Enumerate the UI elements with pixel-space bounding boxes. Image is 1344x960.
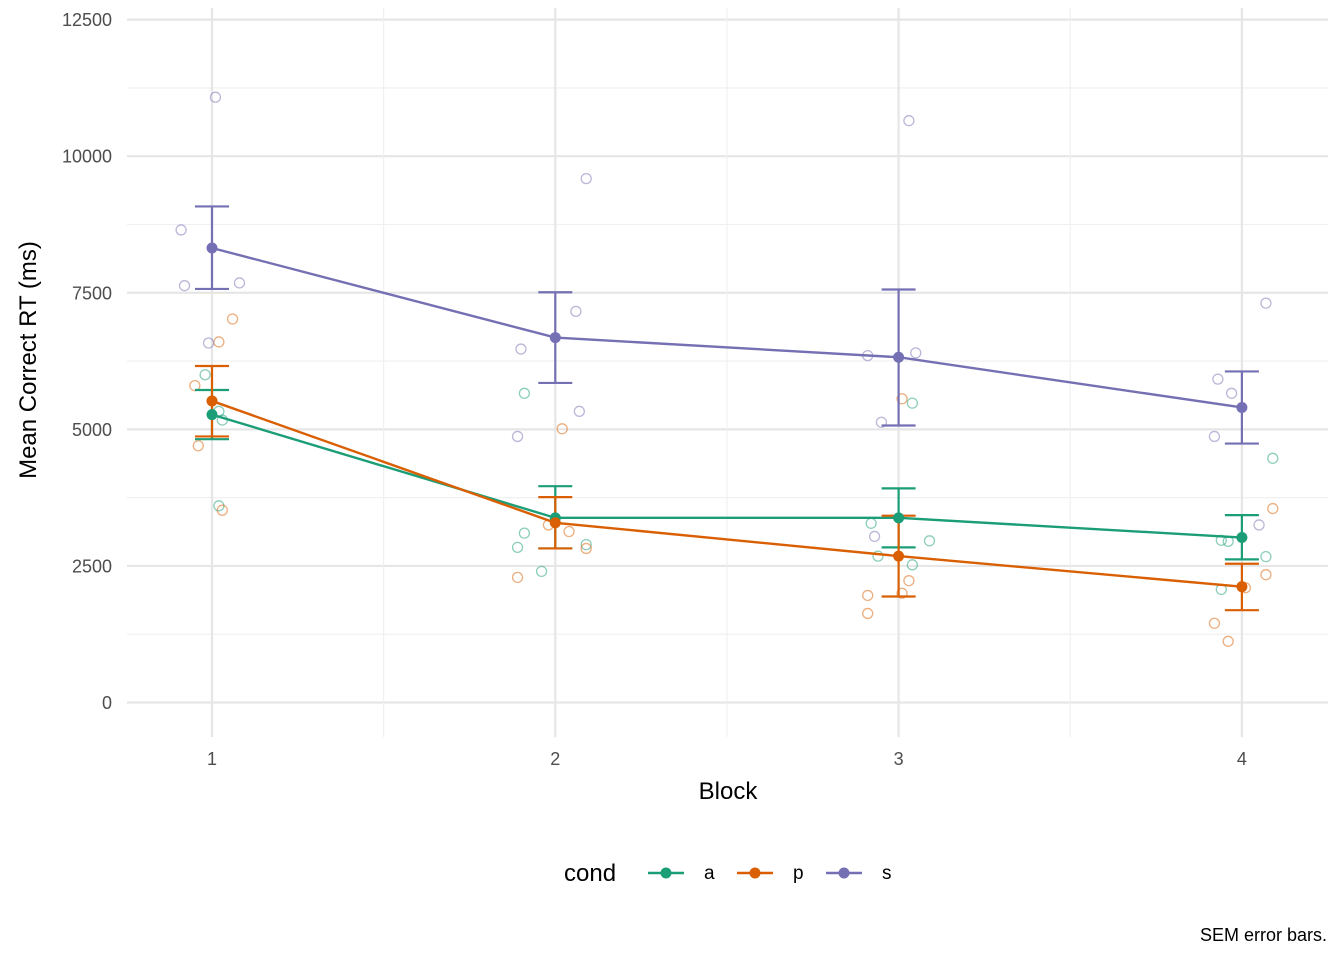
- raw-point-a: [906, 559, 918, 571]
- raw-point-p: [216, 504, 228, 516]
- raw-point-p: [896, 587, 908, 599]
- mean-point-s: [1236, 401, 1248, 413]
- y-axis-ticks: 0 2500 5000 7500 10000 12500: [62, 10, 112, 713]
- x-tick-label: 3: [894, 749, 904, 769]
- raw-point-p: [556, 423, 568, 435]
- legend-item-s: s: [826, 863, 892, 884]
- y-tick-label: 0: [102, 693, 112, 713]
- legend-key-point: [838, 867, 850, 879]
- legend-item-p: p: [737, 863, 804, 884]
- legend: cond a p s: [564, 860, 892, 887]
- raw-point-a: [199, 369, 211, 381]
- series-lines: [211, 246, 1243, 588]
- series-line-s: [211, 246, 1243, 409]
- raw-point-s: [1260, 297, 1272, 309]
- x-tick-label: 1: [207, 749, 217, 769]
- raw-point-a: [1267, 452, 1279, 464]
- series-means: [206, 242, 1248, 593]
- raw-point-s: [209, 91, 222, 103]
- raw-point-a: [518, 527, 531, 539]
- raw-point-s: [580, 172, 592, 185]
- legend-label: s: [882, 863, 892, 884]
- raw-point-a: [872, 550, 884, 562]
- raw-point-s: [515, 343, 527, 355]
- legend-title: cond: [564, 860, 616, 887]
- raw-point-s: [903, 115, 915, 127]
- x-axis-title: Block: [699, 778, 759, 805]
- x-tick-label: 4: [1237, 749, 1247, 769]
- raw-point-a: [535, 565, 548, 578]
- raw-point-s: [868, 530, 881, 543]
- grid-lines: [127, 8, 1328, 737]
- legend-label: p: [793, 863, 804, 884]
- y-tick-label: 10000: [62, 147, 112, 167]
- raw-point-p: [862, 589, 874, 602]
- raw-point-s: [178, 280, 191, 292]
- raw-point-p: [862, 607, 874, 620]
- raw-point-s: [910, 347, 922, 359]
- raw-point-p: [896, 393, 908, 405]
- raw-point-p: [192, 440, 204, 452]
- raw-point-a: [580, 538, 592, 551]
- raw-point-p: [903, 575, 915, 587]
- raw-point-s: [1253, 519, 1265, 531]
- raw-point-a: [511, 541, 524, 554]
- raw-point-p: [1267, 502, 1279, 515]
- mean-point-a: [206, 409, 218, 421]
- legend-label: a: [704, 863, 715, 884]
- mean-point-s: [206, 242, 218, 254]
- mean-point-a: [893, 512, 905, 524]
- raw-point-a: [906, 397, 918, 409]
- raw-point-p: [1208, 617, 1221, 629]
- caption: SEM error bars.: [1200, 925, 1327, 945]
- raw-point-p: [213, 336, 225, 348]
- raw-point-s: [1225, 387, 1238, 399]
- raw-point-a: [923, 535, 936, 547]
- raw-point-s: [1208, 430, 1221, 443]
- raw-point-s: [573, 405, 585, 417]
- raw-point-s: [875, 416, 888, 428]
- legend-key-point: [749, 867, 761, 879]
- mean-point-p: [893, 550, 905, 562]
- x-axis-ticks: 1 2 3 4: [207, 749, 1247, 769]
- mean-point-s: [549, 332, 561, 344]
- raw-point-s: [570, 305, 582, 317]
- y-axis-title: Mean Correct RT (ms): [15, 241, 42, 479]
- y-tick-label: 5000: [72, 420, 112, 440]
- series-line-a: [211, 413, 1242, 539]
- mean-point-p: [1236, 581, 1248, 593]
- legend-item-a: a: [648, 863, 715, 884]
- x-tick-label: 2: [550, 749, 560, 769]
- y-tick-label: 2500: [72, 556, 112, 576]
- y-tick-label: 7500: [72, 283, 112, 303]
- legend-key-point: [660, 867, 672, 879]
- raw-point-a: [518, 387, 531, 399]
- series-line-p: [211, 399, 1243, 588]
- raw-point-p: [1260, 569, 1272, 581]
- mean-point-p: [549, 517, 561, 529]
- mean-point-s: [893, 351, 905, 363]
- raw-point-p: [226, 313, 239, 325]
- mean-point-p: [206, 395, 218, 407]
- raw-point-a: [865, 517, 877, 529]
- mean-point-a: [1236, 532, 1248, 544]
- raw-point-p: [1222, 635, 1234, 647]
- raw-point-p: [563, 525, 575, 538]
- raw-point-a: [1260, 550, 1272, 563]
- raw-point-s: [233, 277, 246, 289]
- raw-point-p: [189, 379, 201, 392]
- raw-point-s: [511, 430, 524, 443]
- raw-point-p: [511, 571, 524, 584]
- raw-point-p: [580, 542, 592, 555]
- y-tick-label: 12500: [62, 10, 112, 30]
- raw-point-s: [1212, 373, 1224, 385]
- raw-point-s: [202, 337, 215, 349]
- raw-point-s: [175, 224, 187, 236]
